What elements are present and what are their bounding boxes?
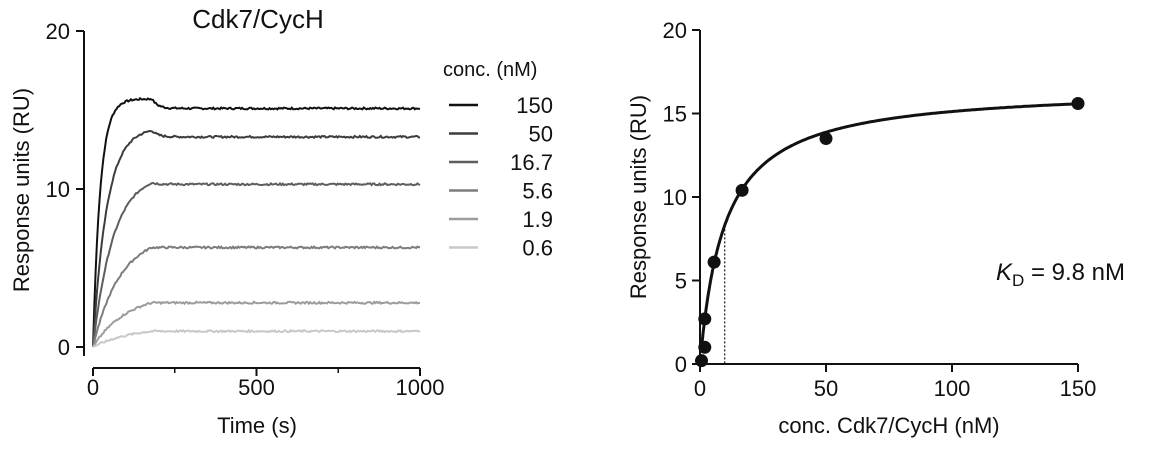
series-line-1.9 [92, 300, 421, 348]
y-tick-label: 0 [675, 352, 687, 377]
legend-label: 16.7 [510, 150, 553, 175]
data-point [819, 132, 833, 146]
series-line-5.6 [92, 245, 421, 348]
legend-title: conc. (nM) [443, 59, 537, 81]
series-line-150 [92, 96, 421, 348]
y-tick-label: 20 [46, 19, 70, 44]
data-point [698, 312, 712, 326]
fit-curve [700, 102, 1079, 349]
x-tick-label: 50 [814, 376, 838, 401]
y-tick-label: 0 [58, 335, 70, 360]
legend-label: 150 [516, 93, 553, 118]
data-point [707, 255, 721, 269]
x-tick-label: 100 [934, 376, 971, 401]
series-line-50 [92, 129, 421, 348]
y-tick-label: 5 [675, 269, 687, 294]
kd-subscript: D [1012, 271, 1024, 290]
kd-value: = 9.8 nM [1024, 259, 1125, 286]
legend-label: 5.6 [522, 179, 553, 204]
y-axis-label: Response units (RU) [626, 95, 651, 299]
x-tick-label: 0 [87, 375, 99, 400]
y-tick-label: 15 [663, 102, 687, 127]
legend-label: 0.6 [522, 236, 553, 261]
x-tick-label: 500 [238, 375, 275, 400]
kd-annotation: KD = 9.8 nM [996, 259, 1125, 290]
data-point [1071, 96, 1085, 110]
series-line-0.6 [92, 328, 421, 348]
y-tick-label: 20 [663, 18, 687, 43]
data-point [695, 354, 709, 368]
x-tick-label: 0 [694, 376, 706, 401]
x-tick-label: 150 [1060, 376, 1097, 401]
data-point [735, 183, 749, 197]
chart-title: Cdk7/CycH [192, 4, 323, 34]
data-point [698, 340, 712, 354]
x-axis-label: Time (s) [217, 413, 297, 438]
series-line-16.7 [92, 181, 421, 348]
y-tick-label: 10 [46, 177, 70, 202]
y-axis-label: Response units (RU) [9, 88, 34, 292]
x-tick-label: 1000 [396, 375, 445, 400]
legend-label: 50 [529, 122, 553, 147]
sensorgram-chart: Cdk7/CycH 0 10 20 0 500 1000 Time (s) Respon… [9, 4, 553, 438]
x-axis-label: conc. Cdk7/CycH (nM) [778, 413, 999, 438]
legend-label: 1.9 [522, 207, 553, 232]
kd-symbol: K [996, 259, 1013, 286]
y-tick-label: 10 [663, 185, 687, 210]
